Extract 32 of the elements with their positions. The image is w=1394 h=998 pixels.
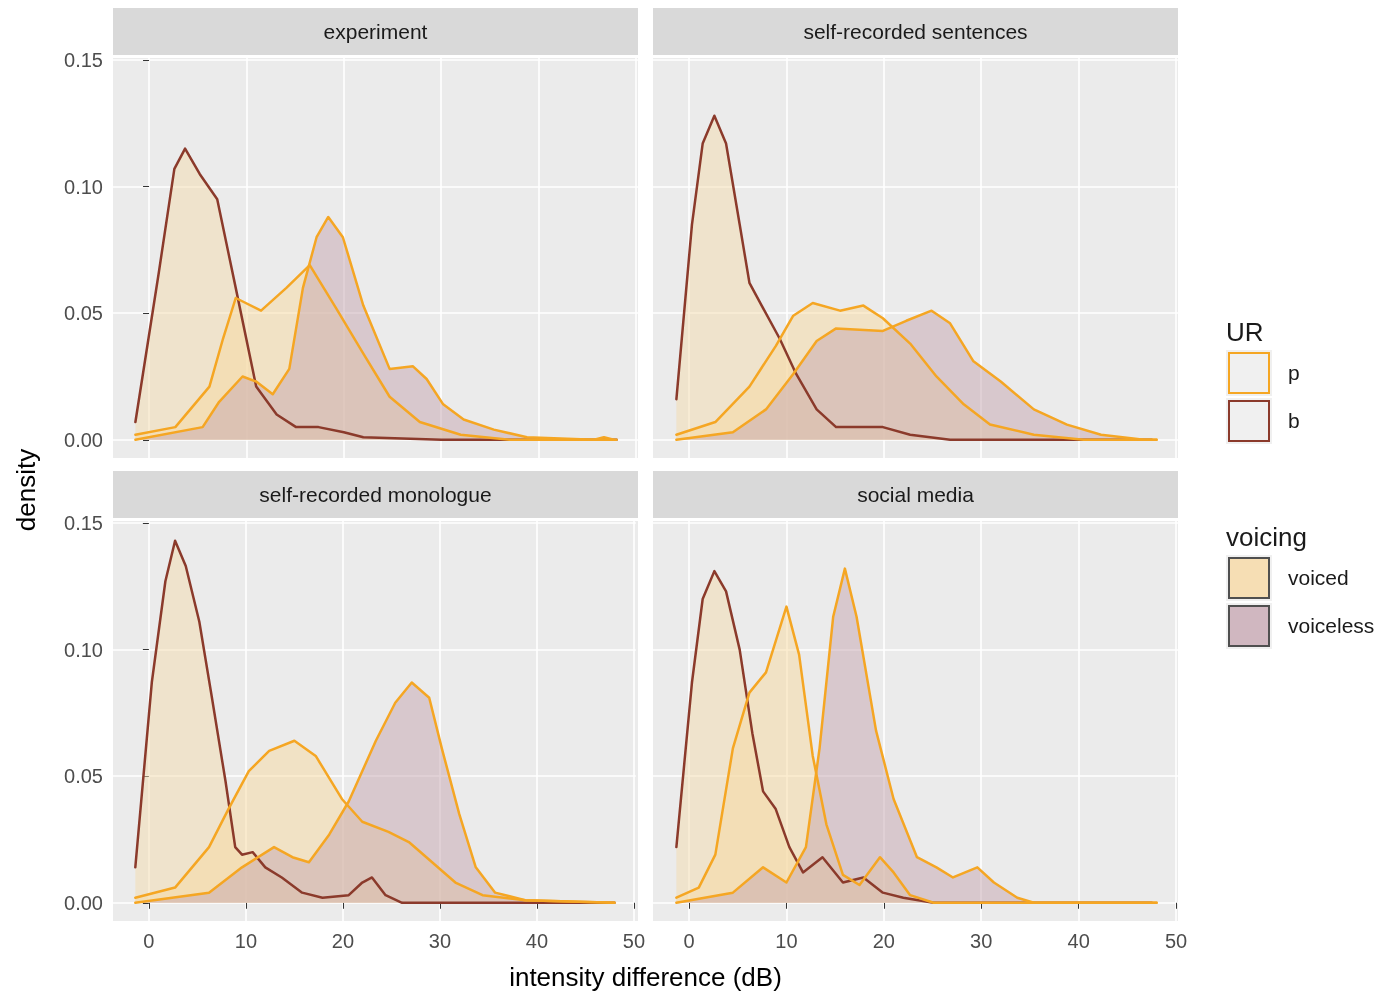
chart-title: self-recorded monologue [259, 482, 492, 507]
legend-label: b [1288, 409, 1300, 433]
x-tick-label: 50 [1164, 930, 1188, 952]
x-tick-label: 10 [775, 930, 798, 952]
x-tick-label: 30 [428, 930, 452, 952]
legend-label: voiced [1288, 566, 1349, 590]
x-tick-label: 50 [622, 930, 645, 952]
chart-title: self-recorded sentences [803, 19, 1028, 44]
x-tick-label: 0 [143, 930, 155, 952]
y-tick-label: 0.15 [64, 512, 103, 535]
y-tick-label: 0.00 [64, 891, 103, 914]
x-tick-label: 40 [1067, 930, 1090, 952]
x-tick-label: 40 [525, 930, 548, 952]
y-tick-label: 0.10 [64, 175, 103, 198]
y-tick-label: 0.15 [64, 49, 103, 72]
y-tick-label: 0.10 [64, 638, 103, 661]
x-tick-label: 30 [970, 930, 993, 952]
y-tick-label: 0.00 [64, 428, 103, 451]
legend-label: voiceless [1288, 614, 1375, 638]
y-tick-label: 0.05 [64, 302, 103, 325]
text: UR [1226, 316, 1265, 349]
legend-label: p [1288, 361, 1300, 385]
text: voicing [1226, 521, 1308, 554]
x-tick-label: 20 [331, 930, 355, 952]
x-axis-title: intensity difference (dB) [508, 962, 783, 993]
x-tick-label: 0 [683, 930, 695, 952]
y-axis-title: density [10, 448, 42, 532]
y-tick-label: 0.05 [64, 765, 103, 788]
chart-title: experiment [323, 19, 428, 44]
chart-title: social media [857, 482, 974, 507]
x-tick-label: 20 [872, 930, 895, 952]
x-tick-label: 10 [234, 930, 258, 952]
